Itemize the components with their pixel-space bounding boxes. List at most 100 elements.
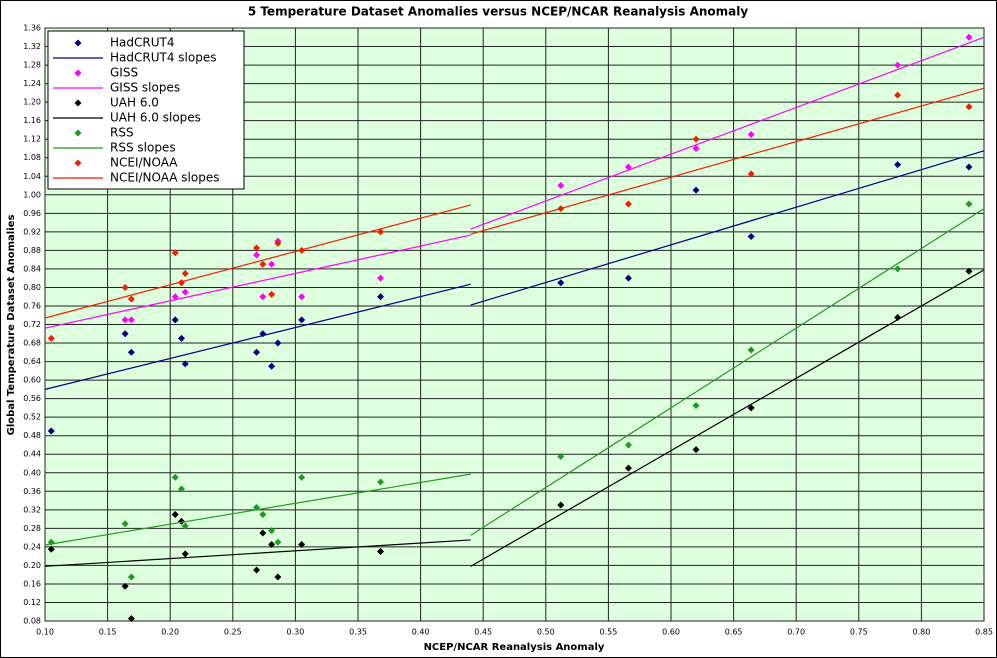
y-tick-label: 1.28: [23, 61, 41, 70]
point: [377, 478, 385, 486]
x-tick-label: 0.70: [787, 628, 805, 637]
point: [121, 283, 129, 291]
slope-line: [470, 208, 985, 536]
point: [171, 510, 179, 518]
point: [557, 453, 565, 461]
y-tick-label: 0.08: [23, 617, 41, 626]
y-tick-label: 0.36: [23, 487, 41, 496]
point: [259, 529, 267, 537]
x-tick-label: 0.45: [474, 628, 492, 637]
point: [692, 446, 700, 454]
point: [557, 501, 565, 509]
point: [121, 520, 129, 528]
point: [624, 441, 632, 449]
y-tick-label: 0.44: [23, 450, 41, 459]
point: [127, 295, 135, 303]
y-tick-label: 0.68: [23, 339, 41, 348]
point: [298, 473, 306, 481]
x-tick-label: 0.35: [349, 628, 367, 637]
point: [965, 200, 973, 208]
point: [624, 274, 632, 282]
y-tick-label: 0.88: [23, 246, 41, 255]
point: [274, 239, 282, 247]
y-tick-label: 0.32: [23, 505, 41, 514]
point: [181, 522, 189, 530]
x-tick-label: 0.80: [912, 628, 930, 637]
point: [171, 249, 179, 257]
y-tick-label: 0.56: [23, 394, 41, 403]
x-tick-label: 0.60: [662, 628, 680, 637]
legend-label: HadCRUT4: [110, 36, 174, 50]
y-tick-label: 1.32: [23, 42, 41, 51]
point: [692, 135, 700, 143]
point: [253, 566, 261, 574]
legend-label: GISS: [110, 66, 138, 80]
point: [624, 163, 632, 171]
legend-label: UAH 6.0: [110, 96, 159, 110]
point: [692, 144, 700, 152]
point: [121, 330, 129, 338]
y-tick-label: 1.24: [23, 79, 41, 88]
point: [298, 293, 306, 301]
legend-label: RSS: [110, 126, 134, 140]
y-tick-label: 1.12: [23, 135, 41, 144]
point: [47, 334, 55, 342]
point: [557, 279, 565, 287]
legend-marker: [74, 69, 82, 77]
point: [259, 510, 267, 518]
point: [171, 316, 179, 324]
y-tick-label: 0.92: [23, 227, 41, 236]
point: [274, 573, 282, 581]
point: [177, 334, 185, 342]
y-tick-label: 0.52: [23, 413, 41, 422]
x-tick-label: 0.10: [36, 628, 54, 637]
legend-label: UAH 6.0 slopes: [110, 111, 201, 125]
point: [181, 270, 189, 278]
y-tick-label: 1.08: [23, 153, 41, 162]
y-tick-label: 0.20: [23, 561, 41, 570]
x-axis-label: NCEP/NCAR Reanalysis Anomaly: [424, 642, 605, 653]
point: [121, 316, 129, 324]
y-tick-label: 0.72: [23, 320, 41, 329]
point: [965, 163, 973, 171]
legend-marker: [74, 129, 82, 137]
point: [181, 288, 189, 296]
x-tick-label: 0.30: [286, 628, 304, 637]
x-tick-label: 0.85: [975, 628, 993, 637]
point: [253, 348, 261, 356]
point: [259, 260, 267, 268]
point: [965, 103, 973, 111]
y-tick-label: 1.00: [23, 190, 41, 199]
point: [692, 402, 700, 410]
point: [377, 293, 385, 301]
point: [747, 232, 755, 240]
y-tick-label: 1.20: [23, 98, 41, 107]
x-tick-label: 0.25: [224, 628, 242, 637]
point: [274, 538, 282, 546]
point: [127, 573, 135, 581]
y-tick-label: 0.24: [23, 542, 41, 551]
y-tick-label: 0.12: [23, 598, 41, 607]
point: [268, 260, 276, 268]
point: [894, 161, 902, 169]
point: [121, 582, 129, 590]
y-tick-label: 0.80: [23, 283, 41, 292]
point: [171, 473, 179, 481]
x-tick-label: 0.75: [850, 628, 868, 637]
slope-line: [44, 473, 471, 546]
y-tick-label: 0.16: [23, 579, 41, 588]
point: [171, 293, 179, 301]
point: [268, 362, 276, 370]
point: [47, 545, 55, 553]
point: [181, 360, 189, 368]
legend-label: RSS slopes: [110, 141, 176, 155]
legend-label: HadCRUT4 slopes: [110, 51, 216, 65]
x-tick-label: 0.20: [161, 628, 179, 637]
point: [253, 251, 261, 259]
point: [268, 290, 276, 298]
chart-title: 5 Temperature Dataset Anomalies versus N…: [248, 5, 749, 19]
point: [965, 267, 973, 275]
y-axis-label: Global Temperature Dataset Anomalies: [6, 215, 17, 436]
